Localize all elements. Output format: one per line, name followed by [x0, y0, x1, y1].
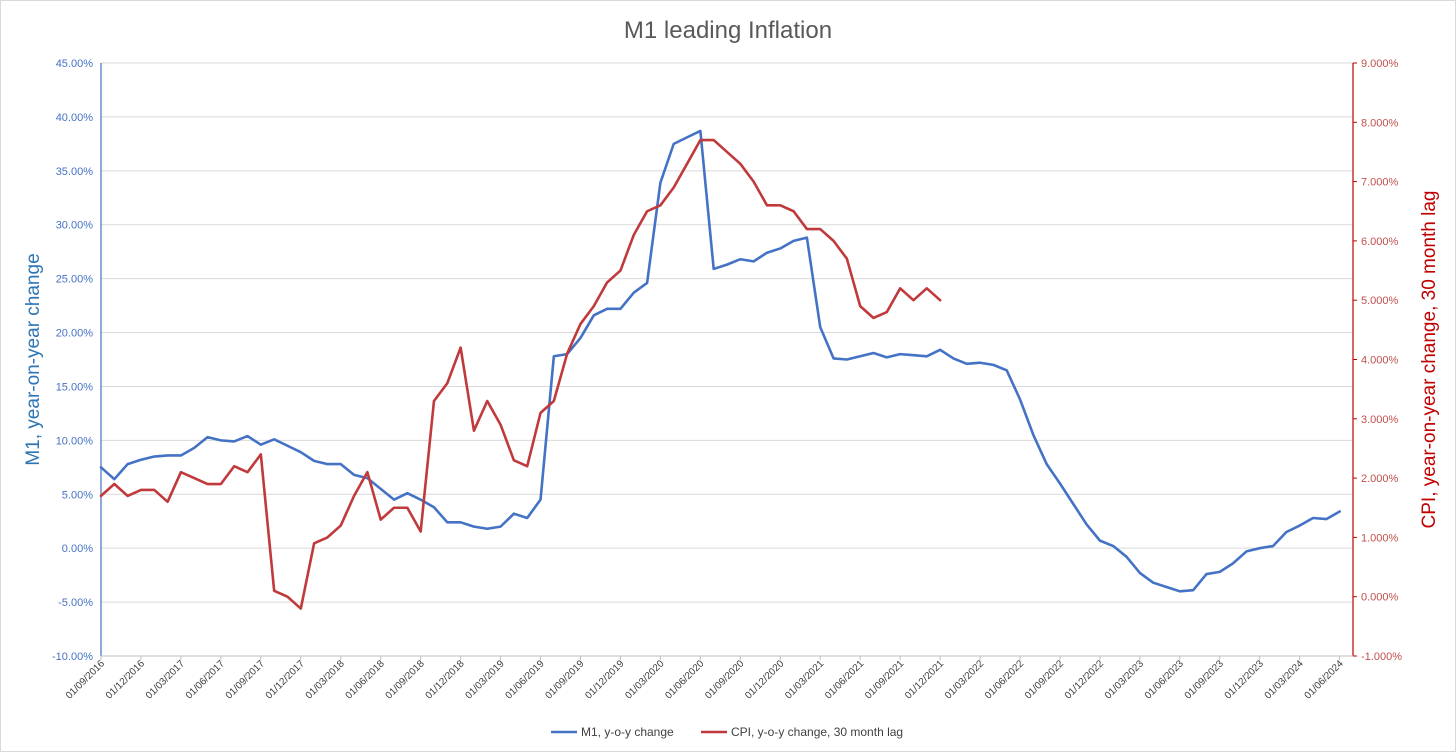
x-tick-label: 01/12/2021 [903, 658, 946, 701]
left-tick-label: -10.00% [52, 651, 93, 663]
x-tick-label: 01/03/2019 [464, 658, 507, 701]
left-tick-label: 35.00% [56, 166, 94, 178]
left-tick-label: 15.00% [56, 381, 94, 393]
x-axis-ticks: 01/09/201601/12/201601/03/201701/06/2017… [64, 656, 1346, 702]
right-tick-label: 2.000% [1361, 473, 1399, 485]
x-tick-label: 01/09/2017 [224, 658, 267, 701]
x-tick-label: 01/09/2021 [863, 658, 906, 701]
series-lines [99, 129, 1341, 610]
x-tick-label: 01/12/2020 [743, 658, 786, 701]
left-tick-label: 25.00% [56, 274, 94, 286]
left-tick-label: 0.00% [62, 543, 93, 555]
x-tick-label: 01/06/2020 [663, 658, 706, 701]
x-tick-label: 01/09/2018 [384, 658, 427, 701]
left-tick-label: -5.00% [58, 597, 93, 609]
right-axis-ticks: -1.000% 0.000% 1.000% 2.000% 3.000% 4.000% 5.0… [1353, 58, 1402, 663]
x-tick-label: 01/12/2022 [1063, 658, 1106, 701]
x-tick-label: 01/06/2021 [823, 658, 866, 701]
legend-item-cpi: CPI, y-o-y change, 30 month lag [701, 725, 903, 739]
chart-title: M1 leading Inflation [624, 17, 832, 44]
right-tick-label: 1.000% [1361, 532, 1399, 544]
legend-label: M1, y-o-y change [581, 725, 674, 739]
right-tick-label: 7.000% [1361, 177, 1399, 189]
left-tick-label: 5.00% [62, 489, 93, 501]
series-line-cpi [99, 138, 942, 610]
left-axis-label: M1, year-on-year change [23, 253, 44, 465]
x-tick-label: 01/12/2018 [424, 658, 467, 701]
right-tick-label: 6.000% [1361, 236, 1399, 248]
x-tick-label: 01/03/2023 [1103, 658, 1146, 701]
left-tick-label: 30.00% [56, 220, 94, 232]
x-tick-label: 01/03/2018 [304, 658, 347, 701]
right-tick-label: 0.000% [1361, 592, 1399, 604]
x-tick-label: 01/12/2017 [264, 658, 307, 701]
right-tick-label: 3.000% [1361, 414, 1399, 426]
x-tick-label: 01/12/2019 [583, 658, 626, 701]
x-tick-label: 01/06/2017 [184, 658, 227, 701]
left-tick-label: 40.00% [56, 112, 94, 124]
right-tick-label: 9.000% [1361, 58, 1399, 70]
x-tick-label: 01/03/2022 [943, 658, 986, 701]
x-tick-label: 01/06/2022 [983, 658, 1026, 701]
x-tick-label: 01/06/2018 [344, 658, 387, 701]
x-tick-label: 01/09/2020 [703, 658, 746, 701]
right-tick-label: 5.000% [1361, 295, 1399, 307]
x-tick-label: 01/12/2016 [104, 658, 147, 701]
left-axis-ticks: -10.00% -5.00% 0.00% 5.00% 10.00% 15.00% 20.00… [52, 58, 93, 663]
legend-item-m1: M1, y-o-y change [551, 725, 674, 739]
left-tick-label: 45.00% [56, 58, 94, 70]
gridlines [101, 62, 1353, 657]
x-tick-label: 01/03/2021 [783, 658, 826, 701]
x-tick-label: 01/09/2023 [1183, 658, 1226, 701]
left-tick-label: 20.00% [56, 328, 94, 340]
x-tick-label: 01/06/2019 [503, 658, 546, 701]
x-tick-label: 01/09/2019 [543, 658, 586, 701]
x-tick-label: 01/03/2020 [623, 658, 666, 701]
legend: M1, y-o-y change CPI, y-o-y change, 30 mo… [551, 725, 903, 739]
right-tick-label: 4.000% [1361, 355, 1399, 367]
x-tick-label: 01/03/2024 [1263, 658, 1306, 701]
right-tick-label: 8.000% [1361, 117, 1399, 129]
x-tick-label: 01/06/2023 [1143, 658, 1186, 701]
x-tick-label: 01/03/2017 [144, 658, 187, 701]
x-tick-label: 01/09/2022 [1023, 658, 1066, 701]
right-axis-label: CPI, year-on-year change, 30 month lag [1419, 191, 1440, 529]
x-tick-label: 01/12/2023 [1223, 658, 1266, 701]
series-line-m1 [99, 129, 1341, 593]
left-tick-label: 10.00% [56, 435, 94, 447]
right-tick-label: -1.000% [1361, 651, 1402, 663]
x-tick-label: 01/09/2016 [64, 658, 107, 701]
legend-label: CPI, y-o-y change, 30 month lag [731, 725, 903, 739]
x-tick-label: 01/06/2024 [1303, 658, 1346, 701]
